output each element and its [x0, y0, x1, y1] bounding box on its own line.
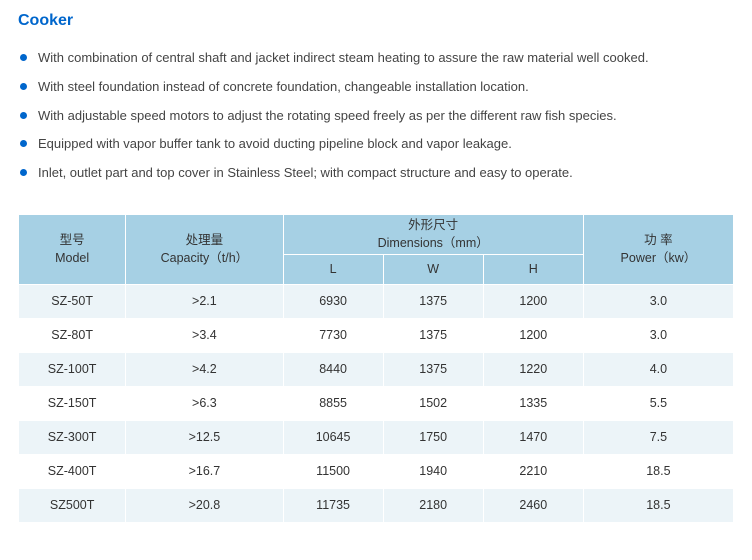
col-header-power-en: Power（kw） — [621, 251, 697, 265]
table-row: SZ-100T >4.2 8440 1375 1220 4.0 — [19, 352, 734, 386]
page-title: Cooker — [18, 12, 734, 30]
cell-h: 2210 — [483, 454, 583, 488]
cell-power: 5.5 — [583, 386, 733, 420]
cell-w: 1502 — [383, 386, 483, 420]
col-header-model-en: Model — [55, 251, 89, 265]
cell-capacity: >6.3 — [126, 386, 283, 420]
cell-l: 10645 — [283, 420, 383, 454]
cell-h: 1220 — [483, 352, 583, 386]
table-row: SZ-80T >3.4 7730 1375 1200 3.0 — [19, 318, 734, 352]
col-header-capacity: 处理量 Capacity（t/h） — [126, 214, 283, 284]
cell-model: SZ-80T — [19, 318, 126, 352]
table-row: SZ-150T >6.3 8855 1502 1335 5.5 — [19, 386, 734, 420]
cell-l: 6930 — [283, 284, 383, 318]
cell-model: SZ-50T — [19, 284, 126, 318]
cell-power: 18.5 — [583, 488, 733, 522]
page-container: Cooker With combination of central shaft… — [0, 0, 752, 541]
col-header-model-cn: 型号 — [60, 233, 85, 247]
cell-power: 4.0 — [583, 352, 733, 386]
cell-h: 1200 — [483, 318, 583, 352]
cell-w: 1940 — [383, 454, 483, 488]
cell-capacity: >12.5 — [126, 420, 283, 454]
cell-power: 3.0 — [583, 318, 733, 352]
col-header-model: 型号 Model — [19, 214, 126, 284]
feature-item: With combination of central shaft and ja… — [18, 44, 734, 73]
cell-h: 1200 — [483, 284, 583, 318]
feature-item: Equipped with vapor buffer tank to avoid… — [18, 130, 734, 159]
cell-h: 1335 — [483, 386, 583, 420]
table-head: 型号 Model 处理量 Capacity（t/h） 外形尺寸 Dimensio… — [19, 214, 734, 284]
col-header-capacity-en: Capacity（t/h） — [161, 251, 249, 265]
feature-item: With steel foundation instead of concret… — [18, 73, 734, 102]
cell-model: SZ500T — [19, 488, 126, 522]
feature-list: With combination of central shaft and ja… — [18, 44, 734, 188]
col-header-dims-cn: 外形尺寸 — [408, 218, 458, 232]
cell-h: 1470 — [483, 420, 583, 454]
col-header-power-cn: 功 率 — [644, 233, 672, 247]
cell-w: 1375 — [383, 352, 483, 386]
table-row: SZ500T >20.8 11735 2180 2460 18.5 — [19, 488, 734, 522]
col-header-capacity-cn: 处理量 — [186, 233, 224, 247]
cell-power: 7.5 — [583, 420, 733, 454]
cell-power: 18.5 — [583, 454, 733, 488]
cell-capacity: >3.4 — [126, 318, 283, 352]
cell-w: 1375 — [383, 318, 483, 352]
table-body: SZ-50T >2.1 6930 1375 1200 3.0 SZ-80T >3… — [19, 284, 734, 522]
col-header-w: W — [383, 254, 483, 284]
col-header-power: 功 率 Power（kw） — [583, 214, 733, 284]
feature-item: With adjustable speed motors to adjust t… — [18, 102, 734, 131]
cell-capacity: >16.7 — [126, 454, 283, 488]
cell-model: SZ-400T — [19, 454, 126, 488]
cell-l: 11735 — [283, 488, 383, 522]
table-row: SZ-50T >2.1 6930 1375 1200 3.0 — [19, 284, 734, 318]
cell-capacity: >4.2 — [126, 352, 283, 386]
col-header-l: L — [283, 254, 383, 284]
table-row: SZ-300T >12.5 10645 1750 1470 7.5 — [19, 420, 734, 454]
cell-w: 1375 — [383, 284, 483, 318]
table-row: SZ-400T >16.7 11500 1940 2210 18.5 — [19, 454, 734, 488]
col-header-dimensions: 外形尺寸 Dimensions（mm） — [283, 214, 583, 254]
cell-capacity: >20.8 — [126, 488, 283, 522]
cell-l: 8440 — [283, 352, 383, 386]
cell-h: 2460 — [483, 488, 583, 522]
cell-power: 3.0 — [583, 284, 733, 318]
cell-model: SZ-100T — [19, 352, 126, 386]
spec-table: 型号 Model 处理量 Capacity（t/h） 外形尺寸 Dimensio… — [18, 214, 734, 523]
cell-w: 1750 — [383, 420, 483, 454]
cell-capacity: >2.1 — [126, 284, 283, 318]
col-header-h: H — [483, 254, 583, 284]
cell-l: 11500 — [283, 454, 383, 488]
cell-w: 2180 — [383, 488, 483, 522]
cell-model: SZ-150T — [19, 386, 126, 420]
col-header-dims-en: Dimensions（mm） — [378, 236, 489, 250]
cell-model: SZ-300T — [19, 420, 126, 454]
feature-item: Inlet, outlet part and top cover in Stai… — [18, 159, 734, 188]
cell-l: 7730 — [283, 318, 383, 352]
cell-l: 8855 — [283, 386, 383, 420]
